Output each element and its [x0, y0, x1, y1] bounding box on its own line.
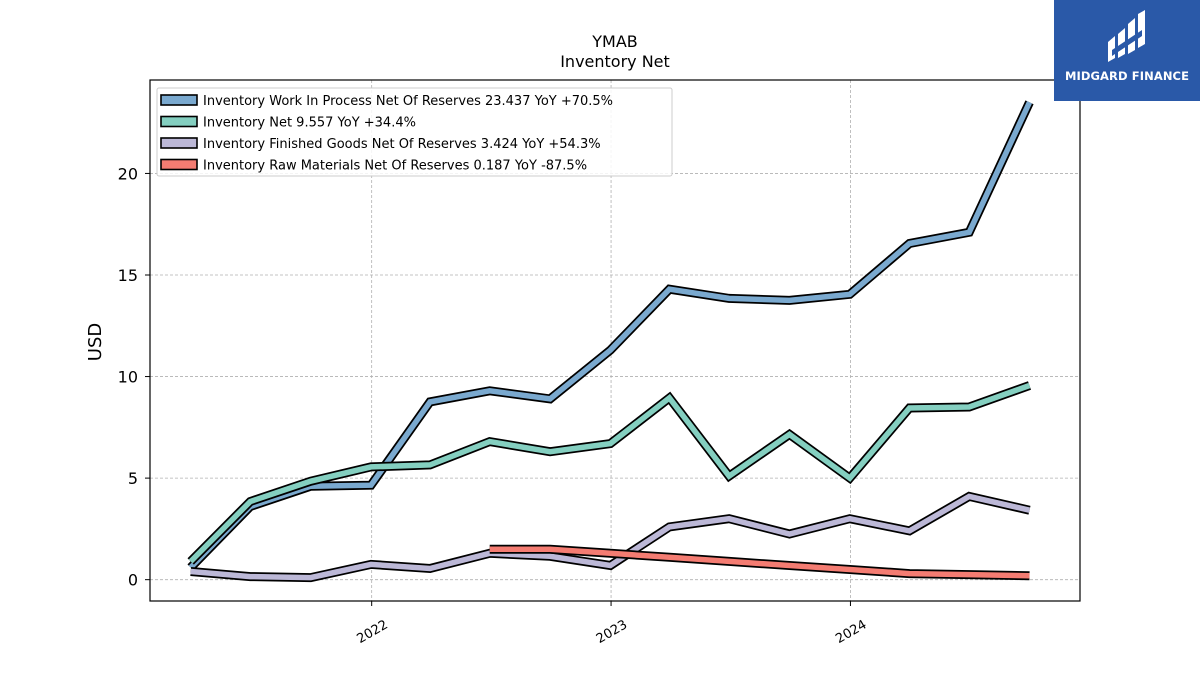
legend-swatch	[160, 115, 198, 128]
y-tick-label: 0	[128, 571, 138, 590]
legend-swatch	[160, 94, 198, 106]
legend-label: Inventory Net 9.557 YoY +34.4%	[203, 116, 416, 131]
chart-title: YMAB	[591, 32, 638, 51]
y-tick-label: 10	[118, 368, 138, 387]
series-line-3	[489, 544, 1030, 581]
legend-box	[156, 87, 673, 177]
legend-label: Inventory Finished Goods Net Of Reserves…	[203, 137, 601, 152]
series-stroke	[190, 493, 1031, 581]
y-axis-label: USD	[85, 323, 106, 361]
plot-frame	[149, 79, 1081, 602]
midgard-logo-icon	[1108, 10, 1145, 62]
legend-label: Inventory Work In Process Net Of Reserve…	[203, 94, 613, 109]
legend-swatch	[160, 137, 198, 149]
y-tick-label: 15	[118, 266, 138, 285]
chart-subtitle: Inventory Net	[560, 52, 670, 71]
series-stroke	[188, 382, 1031, 564]
x-tick-label: 2022	[355, 617, 391, 647]
legend-swatch	[160, 158, 198, 171]
legend: Inventory Work In Process Net Of Reserve…	[156, 87, 673, 177]
series-line-2	[190, 491, 1031, 583]
legend-label: Inventory Raw Materials Net Of Reserves …	[203, 159, 587, 174]
series-stroke	[489, 546, 1030, 579]
x-tick-label: 2023	[594, 617, 630, 647]
x-tick-label: 2024	[833, 617, 869, 647]
series-line-1	[187, 381, 1032, 565]
series-layer	[187, 100, 1034, 583]
logo-text: MIDGARD FINANCE	[1064, 69, 1190, 83]
brand-logo: MIDGARD FINANCE	[1054, 0, 1200, 101]
y-tick-label: 20	[118, 164, 138, 183]
y-tick-label: 5	[128, 469, 138, 488]
